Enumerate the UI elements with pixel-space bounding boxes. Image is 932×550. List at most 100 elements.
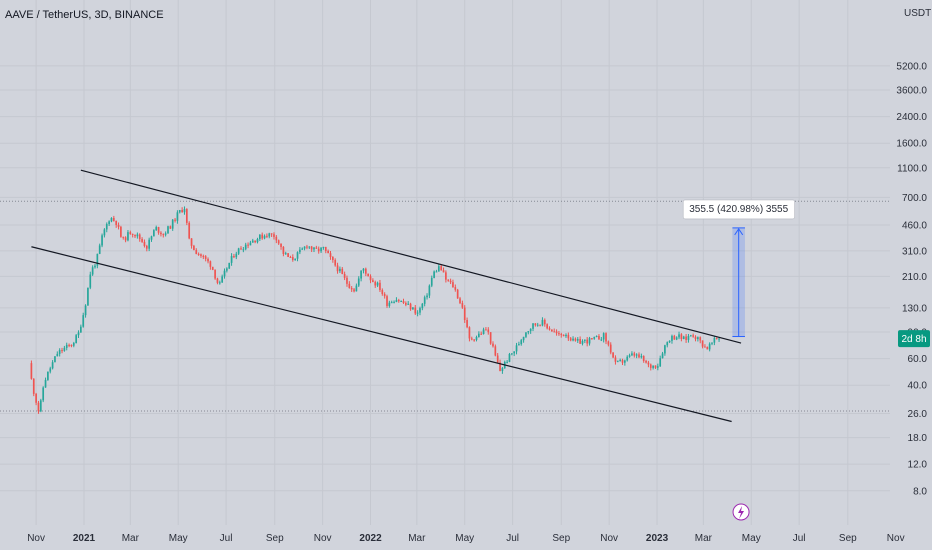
- candle-body: [70, 344, 73, 346]
- candle-body: [393, 301, 395, 303]
- candle-body: [593, 336, 596, 339]
- candle-body: [642, 356, 645, 361]
- candle-body: [263, 235, 266, 239]
- candle-body: [652, 365, 654, 368]
- candle-body: [626, 356, 629, 361]
- candle-body: [61, 350, 63, 352]
- candle-body: [699, 337, 702, 341]
- candle-body: [697, 337, 699, 340]
- candle-body: [103, 229, 106, 236]
- candle-body: [127, 232, 129, 241]
- candle-body: [440, 266, 443, 271]
- last-price-badge[interactable]: 2d 8h: [898, 330, 930, 348]
- candle-body: [539, 324, 541, 326]
- candle-body: [529, 328, 532, 332]
- candle-body: [242, 249, 245, 251]
- candle-body: [572, 338, 574, 341]
- candle-body: [574, 338, 577, 341]
- candle-body: [532, 323, 534, 329]
- candle-body: [150, 236, 153, 240]
- candle-body: [508, 354, 511, 362]
- candle-body: [145, 245, 148, 249]
- candle-body: [282, 246, 285, 254]
- candle-body: [395, 300, 398, 302]
- price-axis-panel[interactable]: [890, 0, 932, 525]
- channel-lines[interactable]: [31, 169, 742, 423]
- candle-body: [336, 265, 339, 272]
- candle-body: [148, 239, 151, 249]
- candle-body: [581, 340, 584, 344]
- candle-body: [433, 271, 435, 278]
- candle-body: [510, 353, 513, 355]
- measure-tool[interactable]: 355.5 (420.98%) 3555: [682, 199, 795, 338]
- candle-body: [273, 234, 275, 237]
- candle-body: [183, 209, 186, 213]
- candle-body: [56, 353, 59, 357]
- candle-body: [576, 339, 579, 341]
- candle-body: [240, 248, 242, 250]
- candle-body: [296, 252, 299, 259]
- candle-body: [711, 342, 713, 344]
- candle-body: [355, 285, 358, 292]
- candle-body: [543, 319, 546, 325]
- time-tick-label: May: [169, 533, 188, 544]
- candle-body: [195, 250, 198, 254]
- candle-body: [164, 233, 167, 235]
- candle-body: [80, 326, 82, 333]
- candle-body: [715, 338, 718, 340]
- candle-body: [649, 364, 652, 368]
- candle-body: [659, 358, 662, 367]
- candle-body: [442, 270, 445, 273]
- candle-body: [475, 336, 478, 340]
- candle-body: [647, 362, 650, 365]
- price-tick-label: 5200.0: [896, 61, 927, 72]
- candle-body: [218, 282, 221, 284]
- candle-body: [480, 333, 483, 335]
- candle-body: [237, 248, 240, 254]
- candle-body: [515, 345, 518, 352]
- time-tick-label: Jul: [793, 533, 806, 544]
- candle-body: [619, 359, 622, 361]
- candle-body: [614, 357, 617, 362]
- candle-body: [675, 337, 678, 340]
- candle-body: [105, 224, 108, 230]
- candle-body: [176, 212, 179, 221]
- candle-body: [628, 355, 631, 357]
- candle-body: [496, 355, 499, 363]
- price-tick-label: 8.0: [913, 486, 927, 497]
- candle-body: [75, 335, 77, 344]
- measure-label: 355.5 (420.98%) 3555: [689, 204, 788, 215]
- candle-body: [143, 241, 146, 246]
- candle-body: [390, 302, 393, 304]
- candle-body: [313, 247, 315, 250]
- time-tick-label: Sep: [552, 533, 570, 544]
- candle-body: [341, 268, 344, 274]
- candle-body: [445, 272, 447, 280]
- candle-body: [171, 219, 174, 229]
- candle-body: [360, 270, 362, 279]
- candle-body: [188, 222, 191, 239]
- time-tick-label: May: [742, 533, 761, 544]
- candle-body: [108, 221, 110, 225]
- time-tick-label: Nov: [27, 533, 45, 544]
- candle-body: [400, 301, 402, 303]
- candle-body: [379, 282, 381, 291]
- candle-body: [412, 307, 414, 310]
- candle-body: [689, 335, 692, 337]
- candle-body: [65, 344, 68, 348]
- candle-body: [247, 244, 249, 246]
- price-tick-label: 130.0: [902, 303, 927, 314]
- candle-body: [527, 331, 530, 333]
- candle-body: [101, 235, 103, 246]
- candle-body: [362, 268, 365, 271]
- time-axis-panel[interactable]: [0, 525, 932, 550]
- chart-title: AAVE / TetherUS, 3D, BINANCE: [5, 9, 164, 21]
- candle-body: [169, 226, 172, 229]
- candle-body: [115, 220, 118, 225]
- candle-body: [303, 246, 306, 249]
- candle-body: [317, 248, 320, 252]
- time-tick-label: Sep: [839, 533, 857, 544]
- candle-body: [275, 236, 278, 241]
- lightning-icon[interactable]: [732, 503, 750, 521]
